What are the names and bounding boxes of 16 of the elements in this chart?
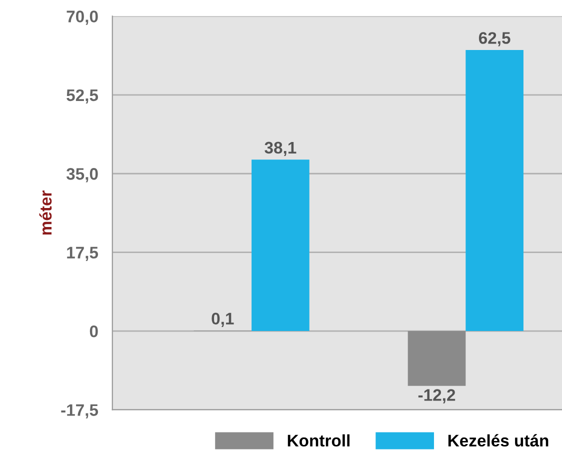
- y-tick-label: 35,0: [66, 168, 98, 182]
- y-tick-label: 52,5: [66, 89, 98, 104]
- y-tick-label: -17,5: [61, 404, 98, 418]
- data-label: 0,1: [212, 312, 234, 327]
- bar: [466, 50, 524, 332]
- data-label: -12,2: [418, 389, 456, 404]
- data-label: 38,1: [264, 142, 296, 156]
- y-tick-label: 0: [90, 325, 98, 338]
- legend-label: Kezelés után: [448, 434, 548, 447]
- y-tick-label: 17,5: [67, 246, 98, 261]
- data-label: 62,5: [478, 32, 510, 46]
- bar: [408, 331, 466, 386]
- y-axis-title: méter: [39, 190, 52, 235]
- bar: [252, 160, 310, 332]
- legend-label: Kontroll: [288, 434, 350, 447]
- y-tick-label: 70,0: [66, 10, 98, 25]
